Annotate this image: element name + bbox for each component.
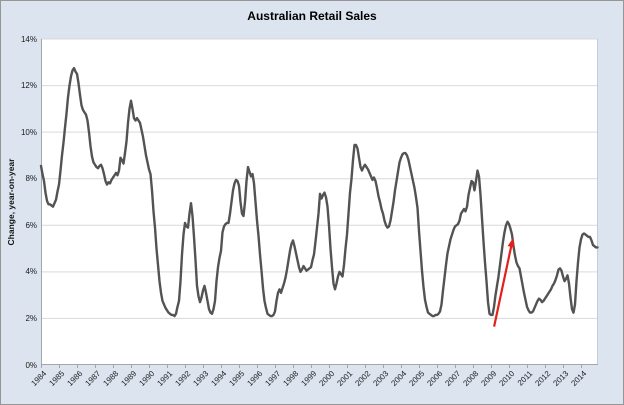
x-axis-tick: [293, 365, 294, 368]
series-line: [39, 66, 599, 318]
y-axis-tick-label: 6%: [25, 220, 37, 230]
x-axis-tick: [545, 365, 546, 368]
x-axis-tick: [185, 365, 186, 368]
x-axis-tick: [365, 365, 366, 368]
x-axis-tick: [401, 365, 402, 368]
x-axis-tick: [275, 365, 276, 368]
x-axis-tick: [257, 365, 258, 368]
x-axis-tick: [509, 365, 510, 368]
x-axis-tick: [329, 365, 330, 368]
retail-sales-line-chart: [39, 38, 599, 365]
chart-title: Australian Retail Sales: [247, 9, 377, 23]
y-axis-tick-label: 4%: [25, 267, 37, 277]
y-axis-tick-label: 2%: [25, 313, 37, 323]
x-axis-tick: [41, 365, 42, 368]
x-axis-tick: [167, 365, 168, 368]
y-axis-title: Change, year-on-year: [6, 158, 16, 246]
x-axis-tick: [563, 365, 564, 368]
x-axis-tick: [149, 365, 150, 368]
x-axis-tick: [455, 365, 456, 368]
y-axis-tick-label: 10%: [20, 127, 37, 137]
x-axis-tick: [347, 365, 348, 368]
y-axis-tick-label: 12%: [20, 81, 37, 91]
x-axis-tick: [581, 365, 582, 368]
x-axis-tick: [77, 365, 78, 368]
x-axis-tick: [419, 365, 420, 368]
x-axis-tick: [239, 365, 240, 368]
annotation-arrow: [493, 243, 513, 327]
y-axis-tick-label: 0%: [25, 360, 37, 370]
x-axis-tick: [437, 365, 438, 368]
plot-area: [39, 38, 599, 365]
x-axis-tick: [527, 365, 528, 368]
x-axis-tick: [311, 365, 312, 368]
x-axis-tick: [59, 365, 60, 368]
y-axis-tick-label: 8%: [25, 174, 37, 184]
x-axis-tick: [131, 365, 132, 368]
x-axis-tick: [203, 365, 204, 368]
x-axis-tick: [221, 365, 222, 368]
x-axis-tick: [491, 365, 492, 368]
x-axis-tick: [113, 365, 114, 368]
annotation-arrow-head: [507, 238, 515, 248]
y-axis-tick-label: 14%: [20, 34, 37, 44]
x-axis-tick: [95, 365, 96, 368]
x-axis-tick: [473, 365, 474, 368]
x-axis-tick: [383, 365, 384, 368]
